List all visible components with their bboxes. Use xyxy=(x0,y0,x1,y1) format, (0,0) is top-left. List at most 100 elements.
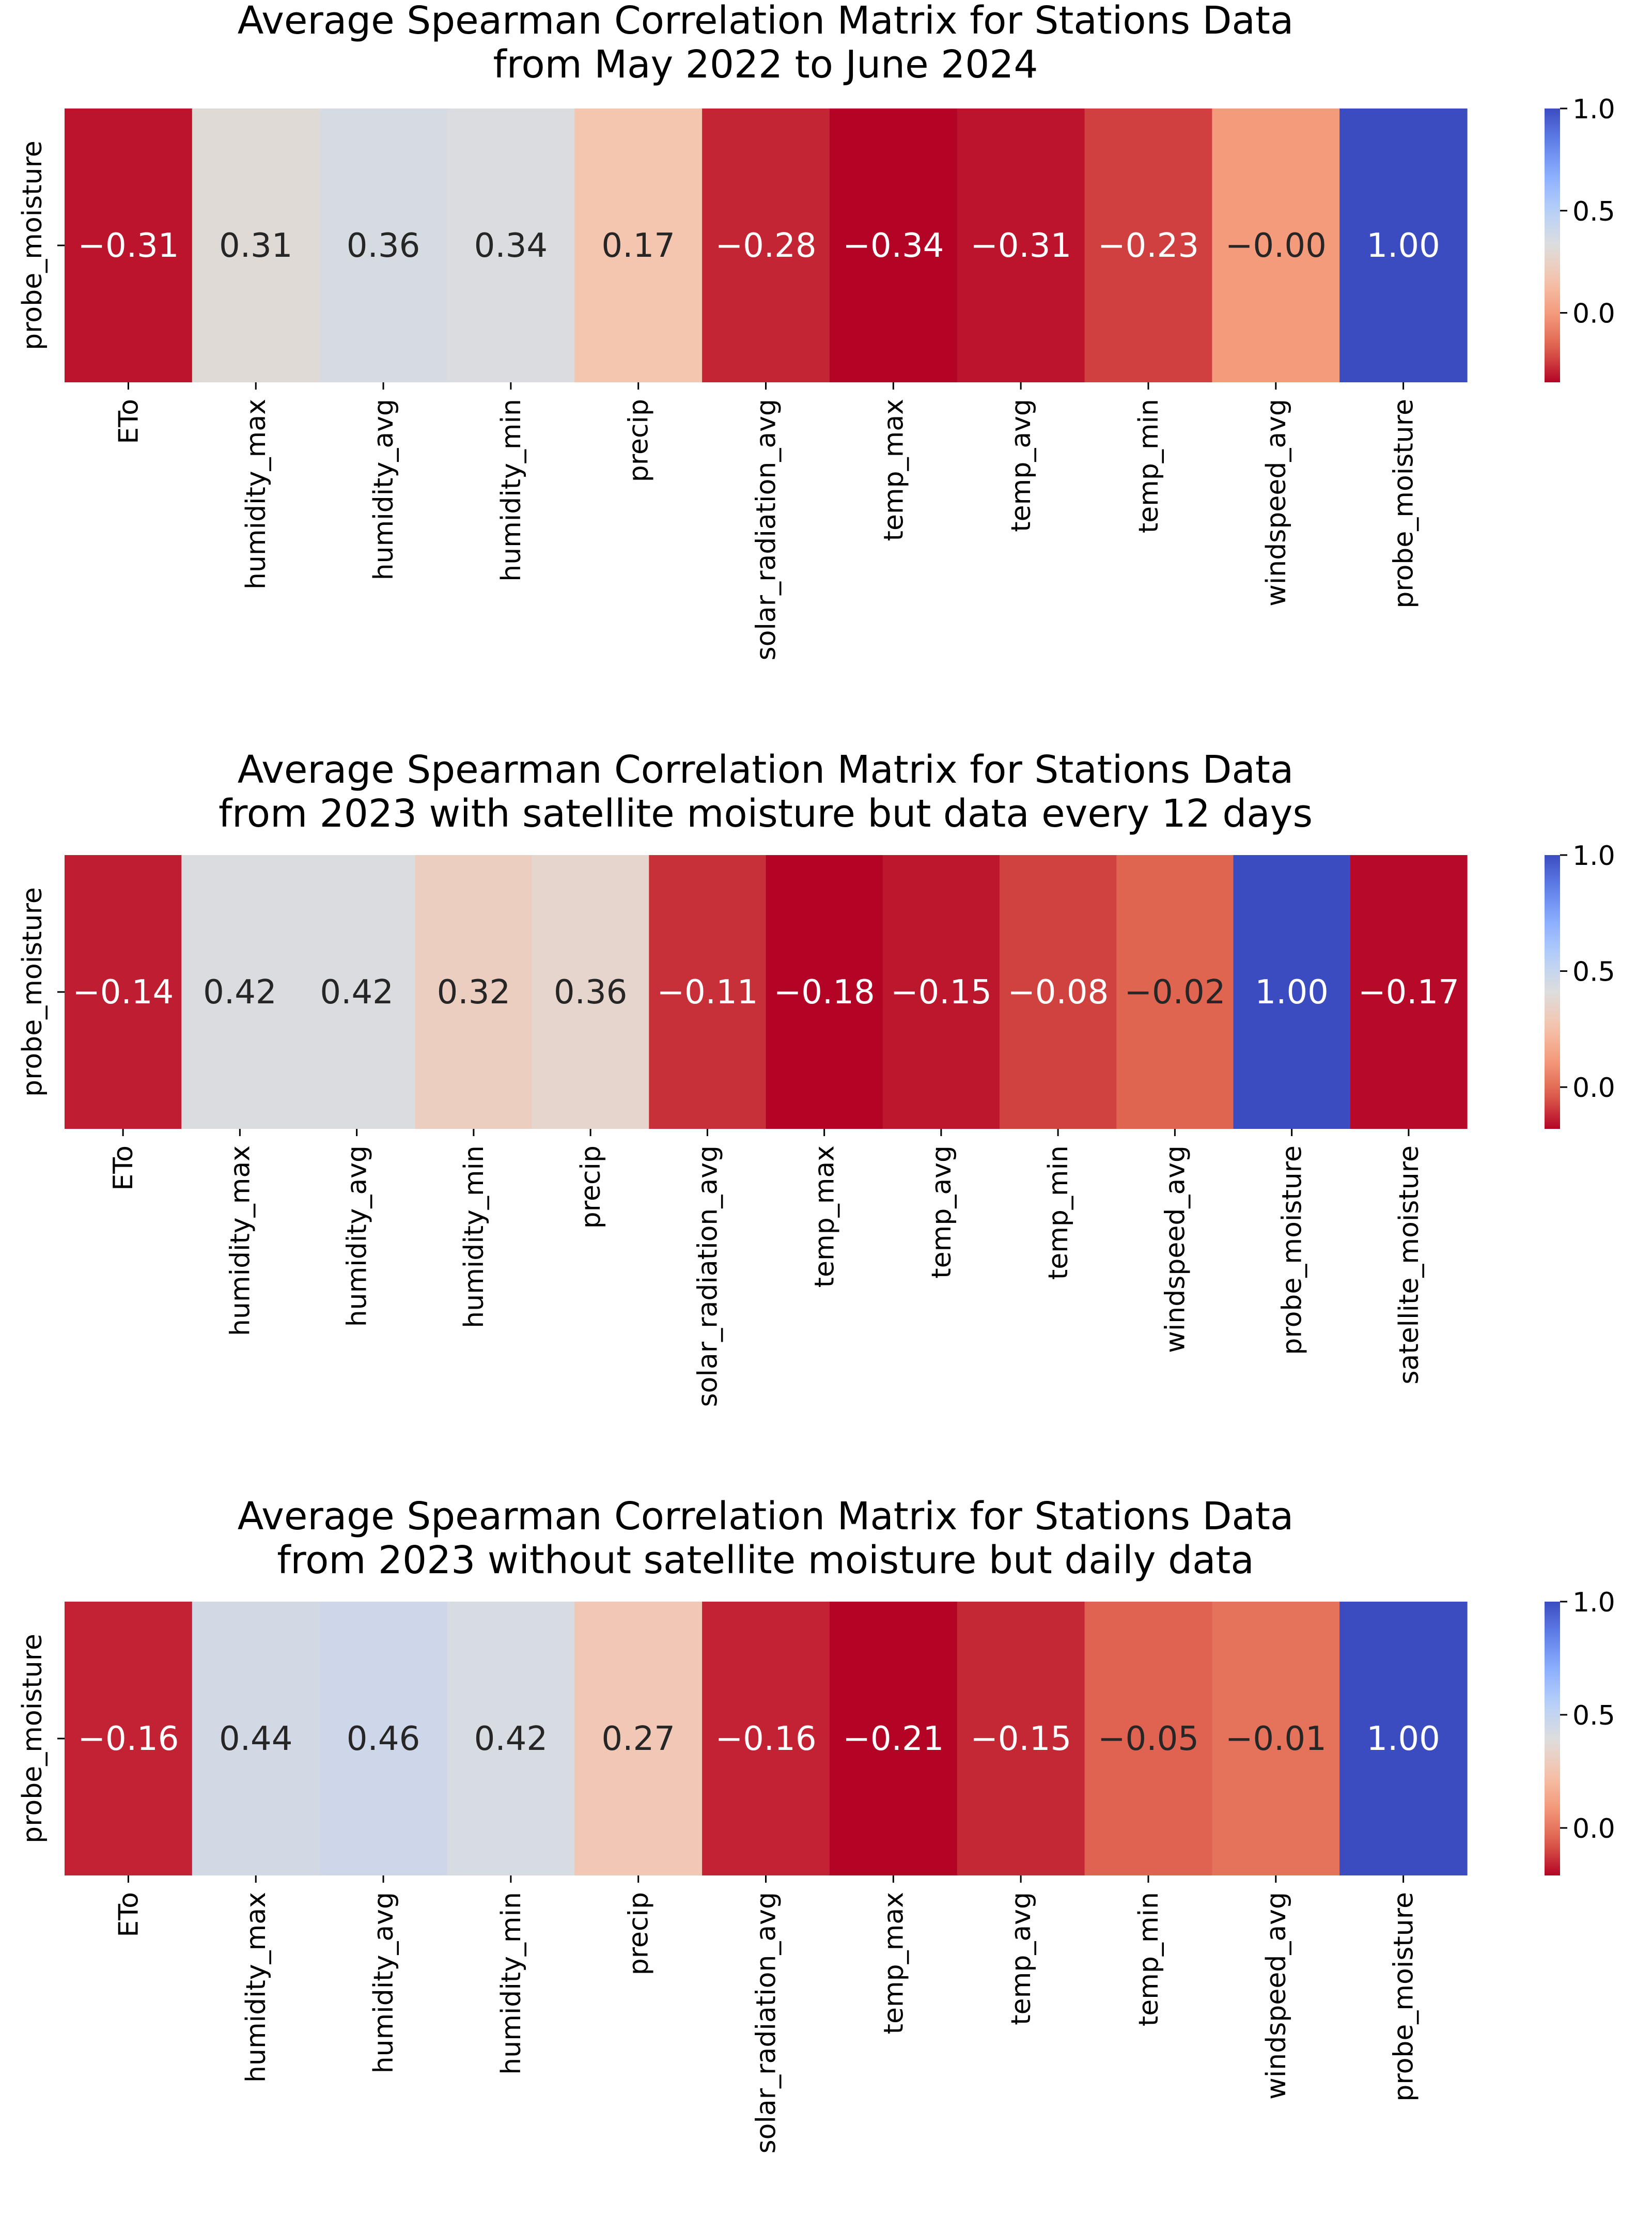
colorbar-tick-label: 0.5 xyxy=(1572,957,1615,988)
x-tick-label: satellite_moisture xyxy=(1394,1145,1425,1385)
x-tick-label: humidity_max xyxy=(241,1892,272,2083)
heatmap-cell xyxy=(1084,1602,1212,1875)
heatmap-cell xyxy=(447,108,575,382)
colorbar-tick-label: 0.0 xyxy=(1572,299,1615,330)
cell-annotation: −0.34 xyxy=(843,227,944,265)
heatmap-cell xyxy=(702,108,830,382)
x-tick-label: windspeed_avg xyxy=(1261,399,1292,607)
x-tick-label: humidity_min xyxy=(459,1145,490,1328)
cell-annotation: −0.05 xyxy=(1098,1720,1199,1758)
cell-annotation: −0.28 xyxy=(715,227,816,265)
heatmap-cell xyxy=(1000,855,1117,1129)
colorbar xyxy=(1545,1602,1560,1875)
heatmap-cell xyxy=(1339,1602,1468,1875)
colorbar-tick-label: 0.0 xyxy=(1572,1073,1615,1104)
x-tick-label: temp_min xyxy=(1133,1892,1164,2026)
heatmap-cell xyxy=(1233,855,1351,1129)
colorbar-tick-label: 0.5 xyxy=(1572,1700,1615,1731)
chart-title-line-1: Average Spearman Correlation Matrix for … xyxy=(238,1494,1293,1539)
x-tick-label: humidity_avg xyxy=(368,1892,399,2073)
heatmap-panel-3: Average Spearman Correlation Matrix for … xyxy=(17,1494,1615,2153)
heatmap-cell xyxy=(957,108,1085,382)
x-tick-label: humidity_avg xyxy=(368,399,399,580)
heatmap-panel-1: Average Spearman Correlation Matrix for … xyxy=(17,0,1615,660)
cell-annotation: −0.23 xyxy=(1098,227,1199,265)
x-tick-label: solar_radiation_avg xyxy=(751,399,782,660)
colorbar xyxy=(1545,855,1560,1129)
heatmap-cell xyxy=(957,1602,1085,1875)
heatmap-panel-2: Average Spearman Correlation Matrix for … xyxy=(17,748,1615,1407)
colorbar-tick-label: 0.0 xyxy=(1572,1813,1615,1844)
x-tick-label: humidity_min xyxy=(496,399,527,582)
x-tick-label: windspeed_avg xyxy=(1160,1145,1191,1353)
cell-annotation: 0.17 xyxy=(601,227,675,265)
x-tick-label: probe_moisture xyxy=(1389,1892,1420,2102)
heatmap-cell xyxy=(1212,108,1340,382)
heatmap-cell xyxy=(649,855,767,1129)
colorbar-tick-label: 1.0 xyxy=(1572,841,1615,872)
cell-annotation: −0.01 xyxy=(1225,1720,1327,1758)
heatmap-cell xyxy=(882,855,1000,1129)
heatmap-cell xyxy=(1084,108,1212,382)
x-tick-label: temp_avg xyxy=(926,1145,957,1279)
cell-annotation: −0.16 xyxy=(715,1720,816,1758)
cell-annotation: −0.15 xyxy=(891,973,992,1012)
heatmap-cell xyxy=(181,855,299,1129)
cell-annotation: −0.02 xyxy=(1124,973,1225,1012)
x-tick-label: temp_max xyxy=(878,399,909,541)
heatmap-cell xyxy=(65,1602,193,1875)
cell-annotation: −0.31 xyxy=(970,227,1071,265)
cell-annotation: 0.42 xyxy=(203,973,277,1012)
cell-annotation: 0.34 xyxy=(474,227,548,265)
cell-annotation: −0.31 xyxy=(77,227,179,265)
chart-title-line-2: from May 2022 to June 2024 xyxy=(493,42,1038,87)
x-tick-label: humidity_avg xyxy=(342,1145,373,1327)
heatmap-cell xyxy=(1116,855,1234,1129)
cell-annotation: 0.44 xyxy=(219,1720,293,1758)
heatmap-cell xyxy=(1339,108,1468,382)
x-tick-label: solar_radiation_avg xyxy=(751,1892,782,2153)
heatmap-cell xyxy=(574,108,703,382)
heatmap-cell xyxy=(192,1602,320,1875)
x-tick-label: ETo xyxy=(108,1145,139,1191)
chart-title-line-1: Average Spearman Correlation Matrix for … xyxy=(238,0,1293,43)
x-tick-label: humidity_min xyxy=(496,1892,527,2075)
y-tick-label: probe_moisture xyxy=(17,1634,48,1843)
heatmap-cell xyxy=(65,855,182,1129)
x-tick-label: precip xyxy=(624,1892,654,1975)
x-tick-label: temp_max xyxy=(809,1145,840,1288)
cell-annotation: −0.21 xyxy=(843,1720,944,1758)
x-tick-label: temp_max xyxy=(878,1892,909,2034)
cell-annotation: 0.36 xyxy=(347,227,420,265)
cell-annotation: −0.14 xyxy=(72,973,174,1012)
colorbar-tick-label: 0.5 xyxy=(1572,196,1615,227)
cell-annotation: −0.16 xyxy=(77,1720,179,1758)
x-tick-label: humidity_max xyxy=(241,399,272,590)
x-tick-label: precip xyxy=(575,1145,606,1229)
chart-title-line-2: from 2023 without satellite moisture but… xyxy=(277,1538,1254,1583)
x-tick-label: ETo xyxy=(113,1892,144,1937)
colorbar-tick-label: 1.0 xyxy=(1572,94,1615,125)
x-tick-label: probe_moisture xyxy=(1389,399,1420,609)
cell-annotation: −0.18 xyxy=(774,973,875,1012)
x-tick-label: humidity_max xyxy=(225,1145,256,1336)
cell-annotation: −0.15 xyxy=(970,1720,1071,1758)
cell-annotation: 0.32 xyxy=(437,973,511,1012)
heatmap-cell xyxy=(702,1602,830,1875)
heatmap-cell xyxy=(574,1602,703,1875)
cell-annotation: 0.42 xyxy=(474,1720,548,1758)
y-tick-label: probe_moisture xyxy=(17,887,48,1097)
heatmap-cell xyxy=(1350,855,1468,1129)
heatmap-cell xyxy=(1212,1602,1340,1875)
heatmap-cell xyxy=(65,108,193,382)
heatmap-cell xyxy=(829,108,958,382)
x-tick-label: temp_avg xyxy=(1006,399,1037,532)
chart-title-line-1: Average Spearman Correlation Matrix for … xyxy=(238,748,1293,792)
cell-annotation: 0.42 xyxy=(320,973,394,1012)
x-tick-label: ETo xyxy=(113,399,144,444)
colorbar xyxy=(1545,108,1560,382)
x-tick-label: windspeed_avg xyxy=(1261,1892,1292,2100)
x-tick-label: solar_radiation_avg xyxy=(692,1145,723,1407)
cell-annotation: 0.36 xyxy=(554,973,628,1012)
